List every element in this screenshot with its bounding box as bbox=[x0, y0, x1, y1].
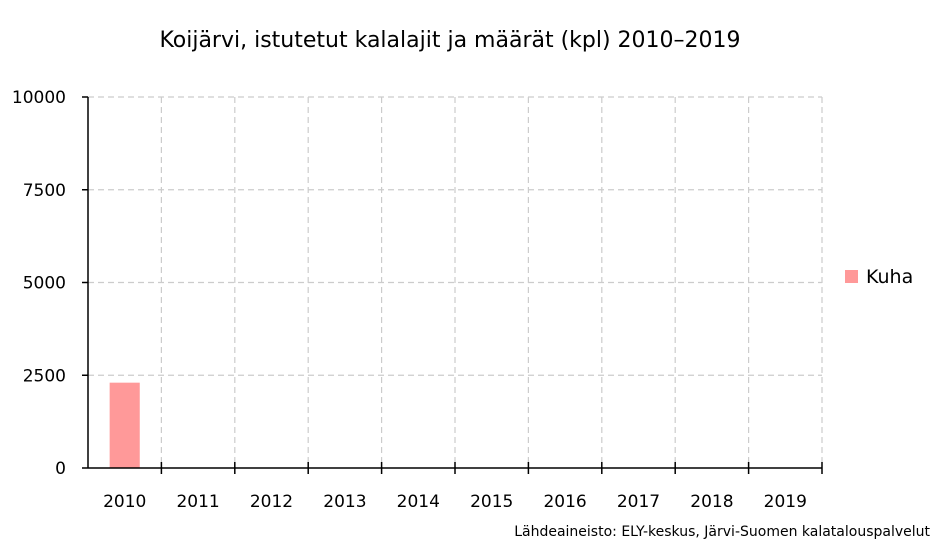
legend: Kuha bbox=[845, 266, 913, 288]
x-tick-label: 2017 bbox=[617, 492, 660, 512]
x-tick-label: 2015 bbox=[470, 492, 513, 512]
x-tick-label: 2012 bbox=[250, 492, 293, 512]
y-tick-label: 7500 bbox=[23, 181, 66, 201]
x-tick-label: 2014 bbox=[397, 492, 440, 512]
x-tick-label: 2010 bbox=[103, 492, 146, 512]
legend-swatch-kuha bbox=[845, 270, 858, 283]
x-tick-label: 2011 bbox=[176, 492, 219, 512]
y-tick-labels: 10000 7500 5000 2500 0 bbox=[12, 88, 66, 479]
chart-title: Koijärvi, istutetut kalalajit ja määrät … bbox=[159, 28, 741, 53]
x-tick-label: 2013 bbox=[323, 492, 366, 512]
y-tick-label: 10000 bbox=[12, 88, 66, 108]
y-tick-label: 5000 bbox=[23, 274, 66, 294]
y-tick-label: 2500 bbox=[23, 366, 66, 386]
x-tick-labels: 2010 2011 2012 2013 2014 2015 2016 2017 2018 2019 bbox=[103, 492, 807, 512]
y-tick-label: 0 bbox=[55, 459, 66, 479]
bars bbox=[109, 382, 140, 468]
axes bbox=[82, 96, 823, 474]
bar-2010 bbox=[109, 382, 140, 468]
grid-lines bbox=[88, 96, 823, 468]
source-note: Lähdeaineisto: ELY-keskus, Järvi-Suomen … bbox=[514, 524, 930, 540]
x-tick-label: 2019 bbox=[764, 492, 807, 512]
legend-label-kuha: Kuha bbox=[866, 266, 913, 288]
x-tick-label: 2016 bbox=[543, 492, 586, 512]
x-tick-label: 2018 bbox=[690, 492, 733, 512]
